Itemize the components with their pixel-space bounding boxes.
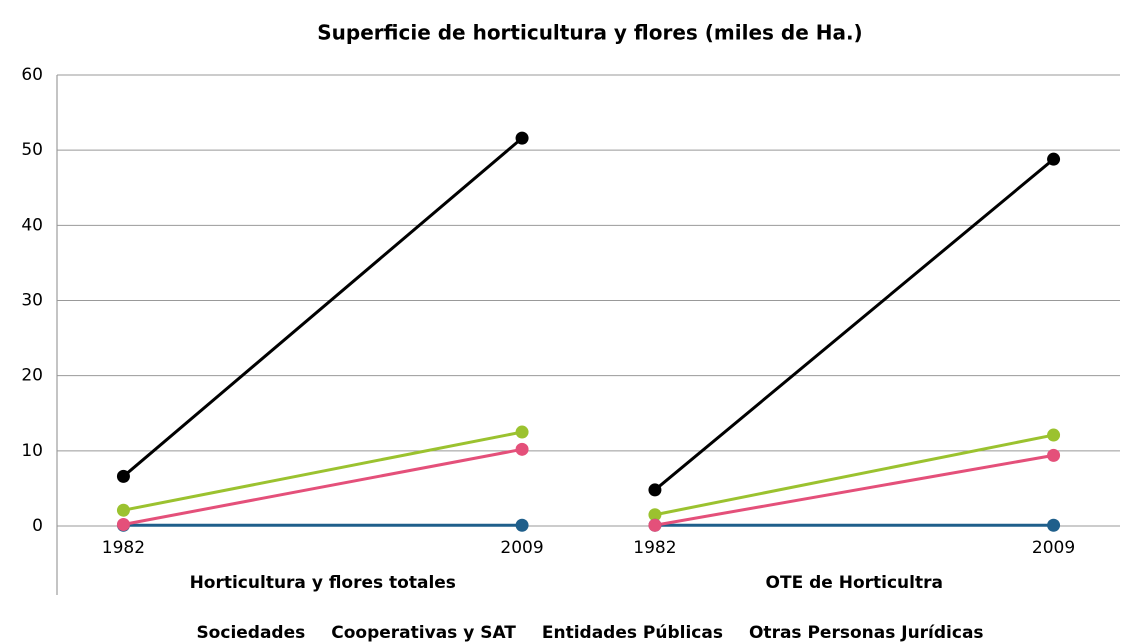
y-tick-label: 0 <box>32 516 43 536</box>
x-tick-label: 1982 <box>102 538 145 558</box>
y-tick-label: 10 <box>21 441 43 461</box>
series-line <box>654 453 1054 527</box>
y-tick-label: 40 <box>21 215 43 235</box>
data-point <box>1047 518 1061 532</box>
x-tick-label: 2009 <box>500 538 543 558</box>
legend-entry: Sociedades <box>196 623 305 643</box>
y-tick-label: 60 <box>21 65 43 85</box>
data-point <box>1047 152 1061 166</box>
series-line <box>653 158 1055 492</box>
data-point <box>648 483 662 497</box>
data-point <box>648 518 662 532</box>
data-point <box>515 518 529 532</box>
y-tick-label: 20 <box>21 366 43 386</box>
data-point <box>515 442 529 456</box>
group-label: OTE de Horticultra <box>766 573 943 593</box>
data-point <box>116 503 130 517</box>
data-point <box>648 508 662 522</box>
x-tick-label: 2009 <box>1032 538 1075 558</box>
series-line <box>122 136 524 478</box>
data-point <box>1047 428 1061 442</box>
data-point <box>116 469 130 483</box>
group-label: Horticultura y flores totales <box>190 573 456 593</box>
y-tick-label: 30 <box>21 291 43 311</box>
data-point <box>1047 448 1061 462</box>
legend-entry: Cooperativas y SAT <box>331 623 516 643</box>
series-line <box>654 433 1054 517</box>
x-tick-label: 1982 <box>633 538 676 558</box>
legend-entry: Entidades Públicas <box>542 623 723 643</box>
data-point <box>515 131 529 145</box>
data-point <box>515 425 529 439</box>
legend-entry: Otras Personas Jurídicas <box>749 623 984 643</box>
y-tick-label: 50 <box>21 140 43 160</box>
series-line <box>123 447 523 526</box>
data-point <box>116 517 130 531</box>
chart-title: Superficie de horticultura y flores (mil… <box>317 21 862 45</box>
series-line <box>123 430 523 512</box>
